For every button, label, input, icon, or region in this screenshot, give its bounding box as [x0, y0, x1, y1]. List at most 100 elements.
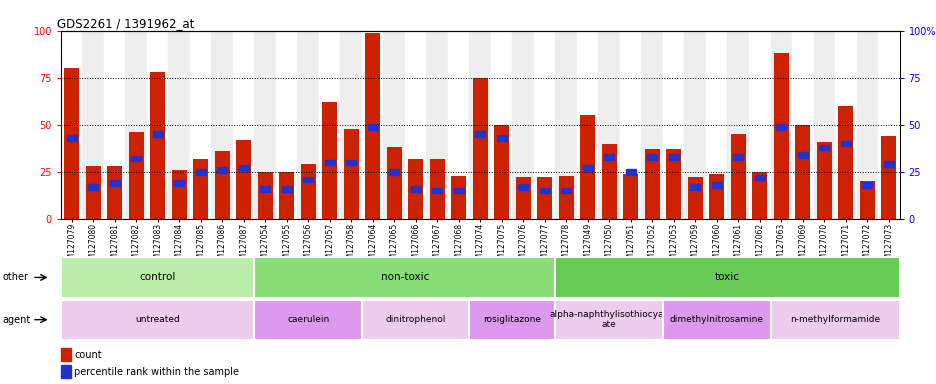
Text: count: count	[74, 349, 101, 359]
Bar	[558, 175, 573, 219]
Bar	[168, 31, 190, 219]
Bar	[214, 151, 229, 219]
Bar	[125, 31, 147, 219]
Text: rosiglitazone: rosiglitazone	[483, 315, 541, 324]
Bar	[754, 175, 764, 180]
Text: n-methylformamide: n-methylformamide	[789, 315, 879, 324]
Bar	[66, 135, 77, 141]
Bar	[711, 182, 721, 188]
Bar	[174, 180, 183, 186]
Bar	[257, 172, 272, 219]
Bar	[318, 31, 340, 219]
Text: non-toxic: non-toxic	[380, 272, 429, 283]
Bar	[705, 31, 726, 219]
Bar	[795, 125, 810, 219]
Bar	[665, 149, 680, 219]
Bar	[196, 169, 205, 175]
Bar	[110, 180, 120, 186]
Bar	[791, 31, 812, 219]
Bar	[193, 159, 208, 219]
Bar	[82, 31, 104, 219]
Bar	[555, 31, 577, 219]
Bar	[512, 31, 534, 219]
Bar	[838, 106, 853, 219]
Bar	[85, 166, 100, 219]
Bar	[687, 177, 702, 219]
Bar	[561, 188, 571, 194]
Bar	[453, 188, 463, 194]
Bar	[88, 184, 98, 190]
Bar	[877, 31, 899, 219]
Bar	[469, 31, 490, 219]
Bar	[797, 152, 807, 158]
Bar	[344, 129, 358, 219]
Bar	[340, 31, 361, 219]
Bar	[748, 31, 769, 219]
Bar	[233, 31, 255, 219]
Bar	[604, 154, 613, 160]
Bar	[275, 31, 297, 219]
Bar	[622, 174, 637, 219]
Text: caerulein: caerulein	[286, 315, 329, 324]
Text: toxic: toxic	[714, 272, 739, 283]
Bar	[515, 177, 530, 219]
Text: untreated: untreated	[135, 315, 180, 324]
Bar	[752, 172, 767, 219]
Bar	[147, 31, 168, 219]
Bar	[625, 169, 635, 175]
Bar	[536, 177, 551, 219]
Bar	[773, 53, 788, 219]
Bar	[368, 124, 377, 129]
Bar	[861, 182, 871, 188]
Bar	[365, 33, 380, 219]
Bar	[430, 159, 445, 219]
Bar	[410, 186, 420, 192]
Bar	[684, 31, 705, 219]
Text: control: control	[139, 272, 176, 283]
Bar	[769, 31, 791, 219]
Bar	[859, 181, 874, 219]
Bar	[282, 186, 291, 192]
Bar	[644, 149, 659, 219]
Bar	[426, 31, 447, 219]
Bar	[297, 31, 318, 219]
Bar	[840, 141, 850, 146]
Text: dimethylnitrosamine: dimethylnitrosamine	[669, 315, 763, 324]
Bar	[64, 68, 80, 219]
Bar	[431, 188, 442, 194]
Bar	[388, 169, 399, 175]
Bar	[104, 31, 125, 219]
Bar	[217, 167, 227, 173]
Text: agent: agent	[3, 314, 31, 325]
Bar	[260, 186, 270, 192]
Bar	[668, 154, 678, 160]
Bar	[61, 348, 71, 361]
Bar	[883, 162, 893, 167]
Bar	[812, 31, 834, 219]
Bar	[730, 134, 745, 219]
Bar	[404, 31, 426, 219]
Text: alpha-naphthylisothiocyan
ate: alpha-naphthylisothiocyan ate	[548, 310, 668, 329]
Bar	[383, 31, 404, 219]
Bar	[346, 160, 356, 165]
Bar	[361, 31, 383, 219]
Text: GDS2261 / 1391962_at: GDS2261 / 1391962_at	[57, 17, 194, 30]
Bar	[818, 144, 828, 150]
Bar	[475, 131, 485, 137]
Bar	[451, 175, 466, 219]
Bar	[816, 142, 831, 219]
Bar	[128, 132, 143, 219]
Bar	[663, 31, 684, 219]
Bar	[726, 31, 748, 219]
Bar	[279, 172, 294, 219]
Bar	[598, 31, 620, 219]
Bar	[880, 136, 896, 219]
Bar	[131, 156, 141, 162]
Bar	[601, 144, 616, 219]
Bar	[647, 154, 656, 160]
Text: dinitrophenol: dinitrophenol	[385, 315, 446, 324]
Bar	[518, 184, 528, 190]
Bar	[61, 365, 71, 379]
Bar	[387, 147, 402, 219]
Bar	[408, 159, 423, 219]
